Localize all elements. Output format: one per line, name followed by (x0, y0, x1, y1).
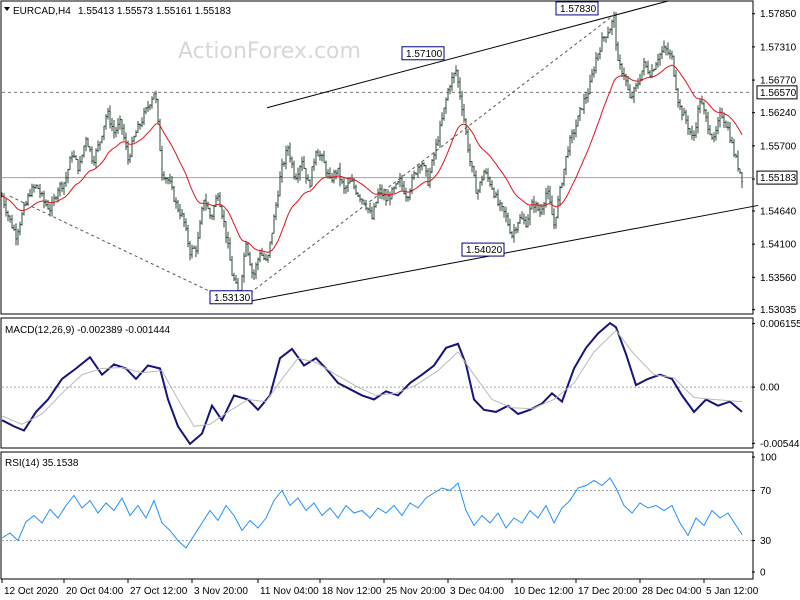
x-tick-label: 18 Nov 12:00 (322, 586, 382, 597)
price-y-tick-label: 1.57850 (760, 9, 797, 20)
rsi-y-tick-label: 0 (760, 568, 766, 579)
price-callout-label: 1.53130 (214, 293, 251, 304)
macd-title: MACD(12,26,9) -0.002389 -0.001444 (5, 325, 171, 336)
x-tick-label: 27 Oct 12:00 (130, 586, 188, 597)
symbol-label: EURCAD,H4 (13, 6, 71, 17)
price-panel-border (0, 0, 754, 315)
x-tick-label: 3 Dec 04:00 (450, 586, 504, 597)
x-tick-label: 25 Nov 20:00 (386, 586, 446, 597)
rsi-panel (1, 477, 752, 549)
ohlc-label: 1.55413 1.55573 1.55161 1.55183 (78, 6, 231, 17)
rsi-line (1, 477, 743, 549)
price-y-tick-label: 1.56770 (760, 76, 797, 87)
price-y-tick-label: 1.53560 (760, 273, 797, 284)
price-panel: 1.53130 1.57100 1.57830 1.54020 (1, 0, 759, 305)
current-price-box (756, 170, 798, 185)
price-callout-label: 1.57830 (560, 4, 597, 15)
price-callout-label: 1.54020 (466, 245, 503, 256)
x-tick-label: 3 Nov 20:00 (194, 586, 248, 597)
macd-y-tick-label: 0.006155 (760, 319, 800, 330)
price-callout-box (209, 290, 253, 305)
macd-panel (1, 321, 752, 446)
price-callout-box (401, 46, 445, 61)
reference-level-box (756, 85, 798, 100)
dashed-trendline (235, 14, 615, 305)
price-y-tick-label: 1.57310 (760, 42, 797, 53)
dropdown-triangle-icon[interactable] (4, 7, 10, 11)
price-y-tick-label: 1.55700 (760, 141, 797, 152)
axes-layer: 1.57850 1.57310 1.56770 1.56240 1.55700 1.551… (1, 9, 800, 597)
x-tick-label: 28 Dec 04:00 (642, 586, 702, 597)
price-callout-label: 1.57100 (406, 49, 443, 60)
price-y-tick-label: 1.56240 (760, 108, 797, 119)
price-y-tick-label: 1.54640 (760, 206, 797, 217)
moving-average-line (1, 64, 743, 253)
rsi-y-tick-label: 100 (760, 453, 777, 464)
rsi-y-tick-label: 70 (760, 486, 772, 497)
x-tick-label: 20 Oct 04:00 (66, 586, 124, 597)
macd-signal-line (1, 329, 743, 427)
x-tick-label: 5 Jan 12:00 (706, 586, 759, 597)
price-y-tick-label: 1.54100 (760, 240, 797, 251)
rsi-title: RSI(14) 35.1538 (5, 458, 79, 469)
rsi-panel-border (0, 451, 754, 580)
x-tick-label: 10 Dec 12:00 (514, 586, 574, 597)
current-price-label: 1.55183 (760, 173, 797, 184)
price-callout-box (461, 242, 505, 257)
reference-level-label: 1.56570 (760, 88, 797, 99)
macd-panel-border (0, 317, 754, 449)
macd-y-tick-label: 0.00 (760, 383, 780, 394)
x-tick-label: 12 Oct 2020 (4, 586, 59, 597)
rsi-y-tick-label: 30 (760, 536, 772, 547)
x-tick-label: 17 Dec 20:00 (578, 586, 638, 597)
price-callout-box (555, 1, 599, 16)
channel-trendline (266, 0, 670, 109)
x-tick-label: 11 Nov 04:00 (260, 586, 319, 597)
price-y-tick-label: 1.53035 (760, 305, 797, 316)
macd-y-tick-label: -0.005449 (760, 439, 800, 450)
watermark: ActionForex.com (178, 39, 361, 64)
